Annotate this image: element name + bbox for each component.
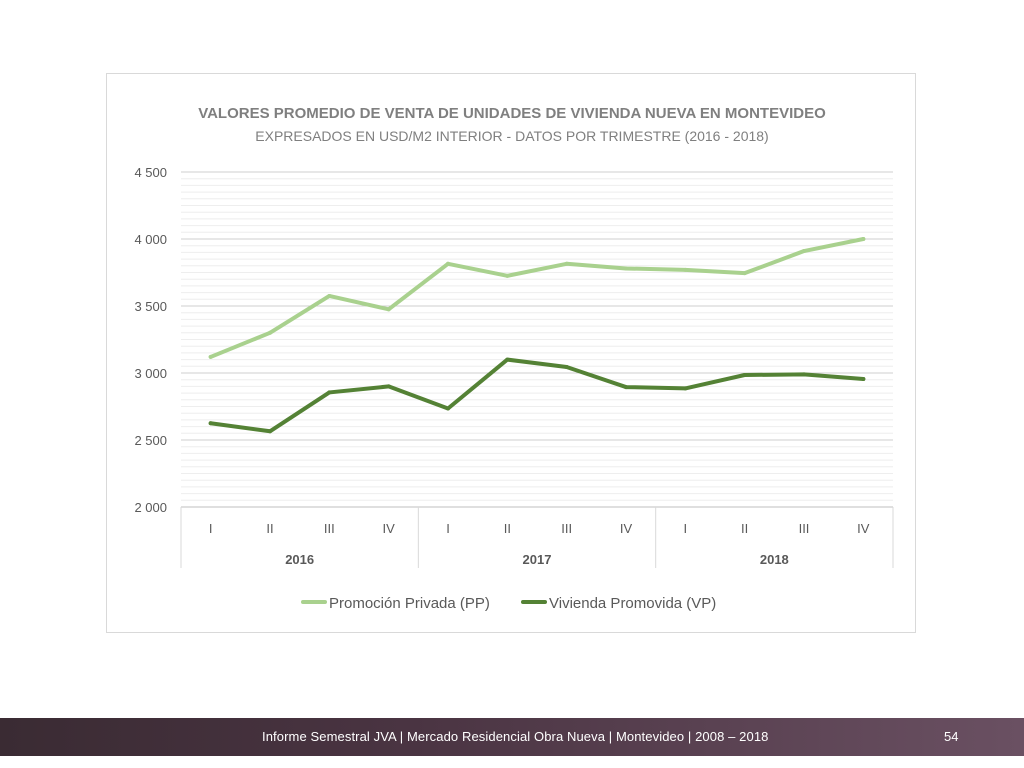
year-label: 2018 bbox=[760, 552, 789, 567]
data-point bbox=[327, 293, 332, 298]
chart-svg: VALORES PROMEDIO DE VENTA DE UNIDADES DE… bbox=[134, 105, 894, 612]
x-tick-label: I bbox=[446, 521, 450, 536]
y-tick-label: 3 500 bbox=[134, 299, 167, 314]
y-tick-label: 2 000 bbox=[134, 500, 167, 515]
series-layer bbox=[208, 237, 866, 434]
y-tick-label: 2 500 bbox=[134, 433, 167, 448]
y-tick-label: 3 000 bbox=[134, 366, 167, 381]
series-line-1 bbox=[208, 237, 866, 359]
year-label: 2017 bbox=[523, 552, 552, 567]
data-point bbox=[802, 249, 806, 254]
x-tick-label: III bbox=[799, 521, 810, 536]
x-tick-label: III bbox=[324, 521, 335, 536]
chart-frame: VALORES PROMEDIO DE VENTA DE UNIDADES DE… bbox=[106, 73, 916, 633]
data-point bbox=[386, 307, 391, 312]
chart-subtitle: EXPRESADOS EN USD/M2 INTERIOR - DATOS PO… bbox=[255, 128, 768, 144]
data-point bbox=[802, 372, 806, 377]
series-line-2 bbox=[208, 357, 866, 434]
footer-text: Informe Semestral JVA | Mercado Residenc… bbox=[262, 729, 769, 744]
data-point bbox=[505, 273, 510, 278]
data-point bbox=[208, 421, 213, 426]
x-tick-label: IV bbox=[857, 521, 870, 536]
x-tick-label: III bbox=[561, 521, 572, 536]
grid-layer bbox=[181, 171, 893, 508]
legend-label: Promoción Privada (PP) bbox=[329, 595, 490, 612]
data-point bbox=[446, 261, 450, 266]
x-tick-label: IV bbox=[620, 521, 633, 536]
data-point bbox=[268, 330, 272, 335]
legend: Promoción Privada (PP) Vivienda Promovida… bbox=[301, 595, 716, 612]
page-number: 54 bbox=[944, 729, 959, 744]
x-tick-label: I bbox=[684, 521, 688, 536]
x-tick-label: I bbox=[209, 521, 213, 536]
footer-bar: Informe Semestral JVA | Mercado Residenc… bbox=[0, 718, 1024, 756]
data-point bbox=[742, 373, 747, 378]
data-point bbox=[742, 271, 747, 276]
data-point bbox=[683, 386, 688, 391]
chart-title: VALORES PROMEDIO DE VENTA DE UNIDADES DE… bbox=[198, 105, 826, 122]
year-label: 2016 bbox=[285, 552, 314, 567]
x-tick-label: IV bbox=[383, 521, 396, 536]
data-point bbox=[268, 429, 272, 434]
data-point bbox=[861, 377, 866, 382]
x-tick-label: II bbox=[266, 521, 273, 536]
data-point bbox=[505, 357, 510, 362]
y-tick-label: 4 500 bbox=[134, 165, 167, 180]
data-point bbox=[624, 266, 628, 271]
data-point bbox=[446, 406, 450, 411]
y-tick-label: 4 000 bbox=[134, 232, 167, 247]
data-point bbox=[564, 364, 569, 369]
x-tick-label: II bbox=[741, 521, 748, 536]
data-point bbox=[564, 261, 569, 266]
data-point bbox=[208, 354, 213, 359]
data-point bbox=[327, 390, 332, 395]
data-point bbox=[624, 385, 628, 390]
data-point bbox=[861, 237, 866, 241]
data-point bbox=[386, 384, 391, 389]
data-point bbox=[683, 267, 688, 272]
legend-label: Vivienda Promovida (VP) bbox=[549, 595, 716, 612]
x-tick-label: II bbox=[504, 521, 511, 536]
